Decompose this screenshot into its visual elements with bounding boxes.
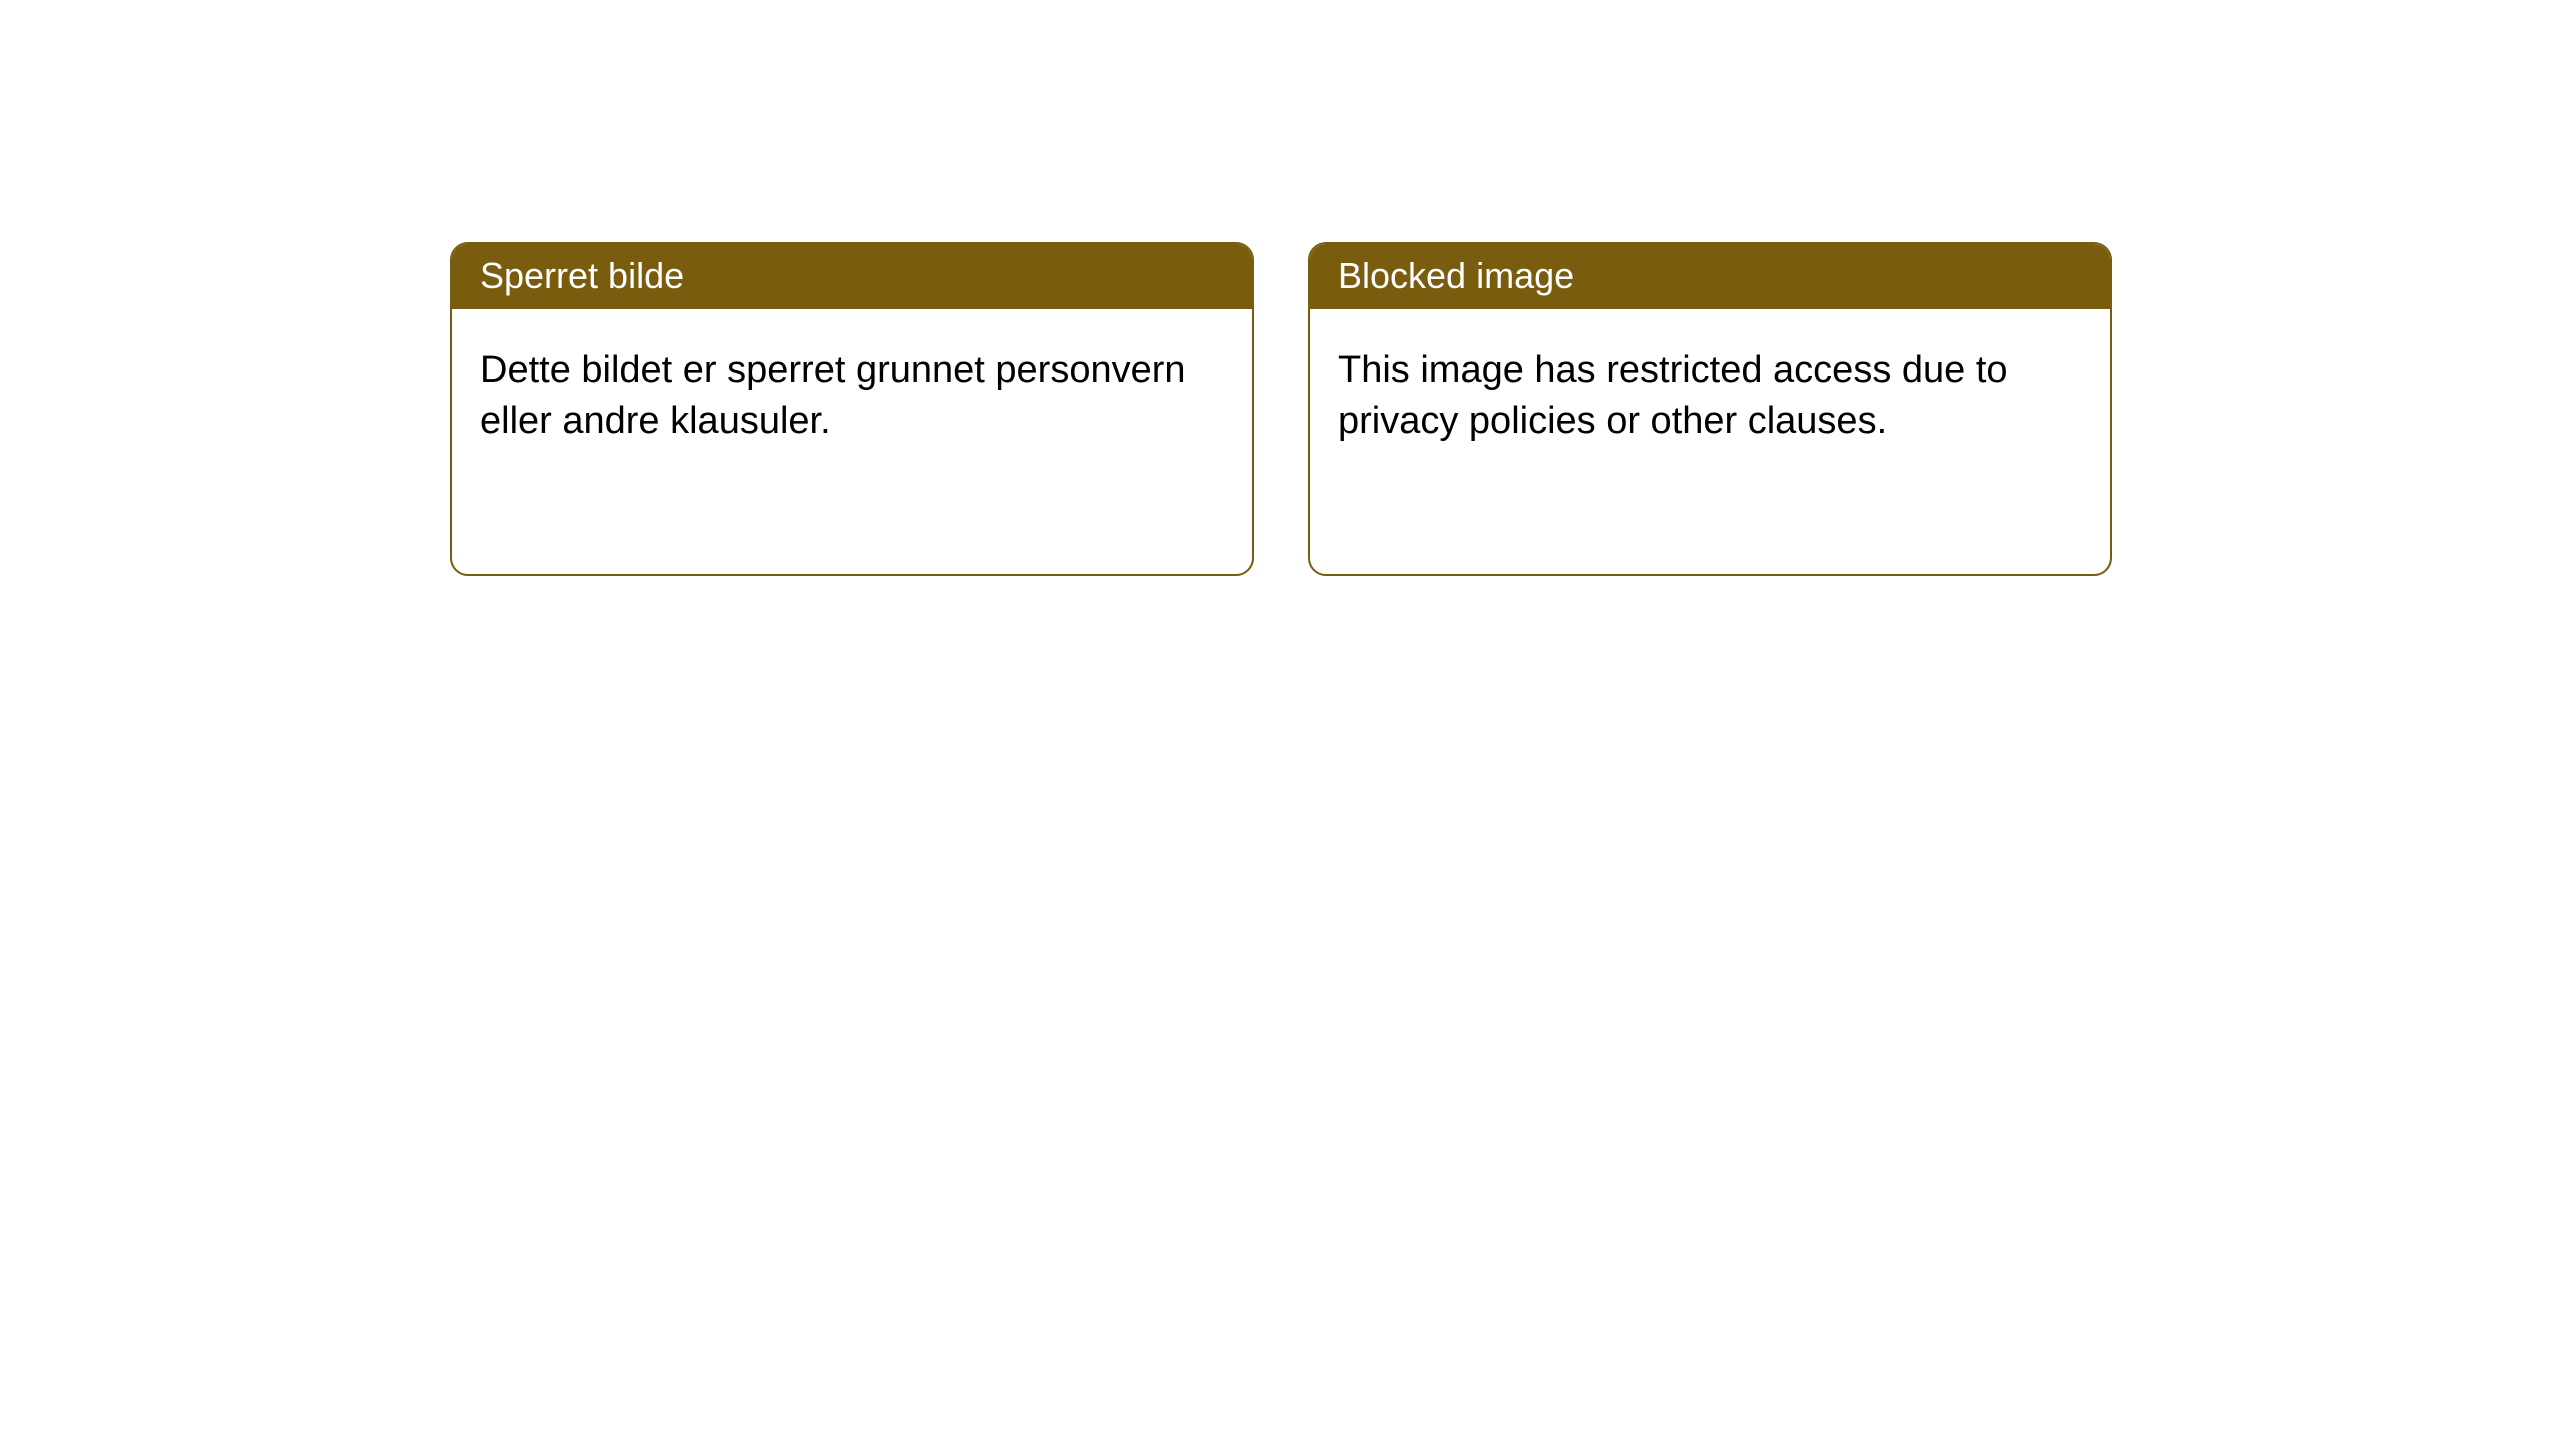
notice-box-english: Blocked image This image has restricted … bbox=[1308, 242, 2112, 576]
notice-box-norwegian: Sperret bilde Dette bildet er sperret gr… bbox=[450, 242, 1254, 576]
notice-header: Blocked image bbox=[1310, 244, 2110, 309]
notice-header: Sperret bilde bbox=[452, 244, 1252, 309]
notices-container: Sperret bilde Dette bildet er sperret gr… bbox=[0, 0, 2560, 576]
notice-body: Dette bildet er sperret grunnet personve… bbox=[452, 309, 1252, 472]
notice-body: This image has restricted access due to … bbox=[1310, 309, 2110, 472]
